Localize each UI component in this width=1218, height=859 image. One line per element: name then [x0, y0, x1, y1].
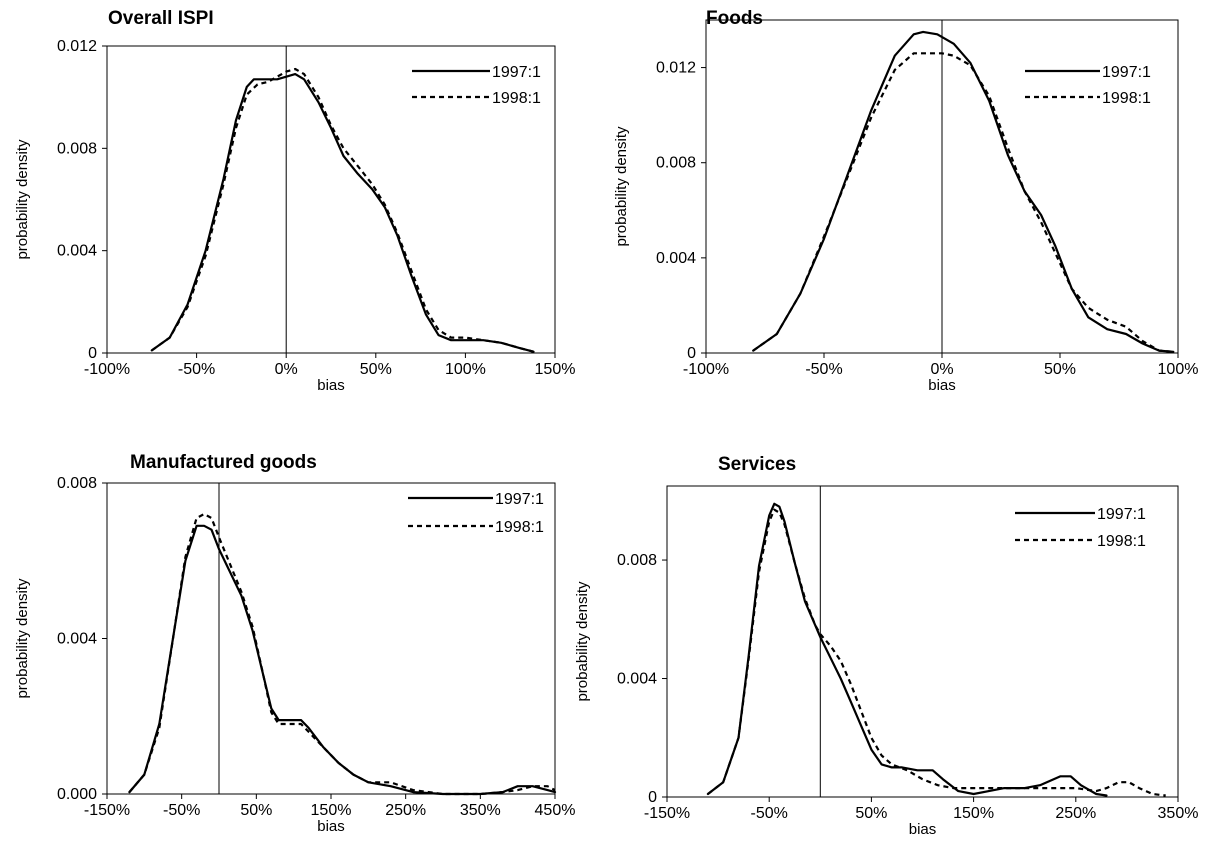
series-line-1997-1 — [706, 502, 1108, 797]
series-line-1998-1 — [752, 52, 1174, 353]
x-tick-label: 350% — [460, 802, 501, 819]
y-axis-label: probability density — [574, 581, 591, 702]
x-tick-label: 250% — [1055, 805, 1096, 822]
legend-label: 1997:1 — [492, 64, 541, 81]
y-tick-label: 0 — [687, 345, 696, 362]
y-tick-label: 0.004 — [656, 250, 696, 267]
x-tick-label: -50% — [163, 802, 200, 819]
x-tick-label: -150% — [644, 805, 690, 822]
legend-label: 1998:1 — [1097, 533, 1146, 550]
legend-label: 1997:1 — [495, 491, 544, 508]
x-tick-label: 50% — [855, 805, 887, 822]
x-tick-label: 0% — [275, 361, 298, 378]
legend-label: 1997:1 — [1102, 64, 1151, 81]
plot-frame — [106, 45, 556, 354]
x-tick-label: 150% — [535, 361, 576, 378]
y-tick-label: 0.004 — [617, 671, 657, 688]
y-axis-label: probability density — [613, 126, 630, 247]
x-tick-label: -100% — [683, 361, 729, 378]
series-line-1998-1 — [707, 508, 1166, 797]
x-tick-label: 50% — [360, 361, 392, 378]
subplot-4: Services 0 0.004 0.008 -150% -50% 50% 150% 250% 3… — [574, 454, 1198, 838]
y-tick-label: 0.008 — [617, 552, 657, 569]
subplot-2: Foods 0 0.004 0.008 0.012 -100% -50% 0% 50% 100% b… — [613, 8, 1198, 394]
x-tick-label: -50% — [178, 361, 215, 378]
x-tick-label: 50% — [1044, 361, 1076, 378]
x-tick-label: 50% — [240, 802, 272, 819]
y-tick-label: 0.000 — [57, 786, 97, 803]
x-tick-label: -50% — [805, 361, 842, 378]
x-tick-label: -150% — [84, 802, 130, 819]
y-axis-label: probability density — [14, 578, 31, 699]
x-axis-label: bias — [317, 377, 345, 394]
y-tick-label: 0.004 — [57, 243, 97, 260]
series-line-1998-1 — [151, 67, 534, 353]
x-tick-label: 450% — [535, 802, 576, 819]
legend-label: 1998:1 — [495, 519, 544, 536]
x-axis-label: bias — [909, 821, 937, 838]
x-axis-label: bias — [928, 377, 956, 394]
x-tick-label: 0% — [930, 361, 953, 378]
x-tick-label: 150% — [311, 802, 352, 819]
series-line-1997-1 — [150, 73, 535, 353]
plot-frame — [106, 482, 556, 795]
legend-label: 1998:1 — [1102, 90, 1151, 107]
y-tick-label: 0 — [648, 789, 657, 806]
x-tick-label: 250% — [385, 802, 426, 819]
x-axis-label: bias — [317, 818, 345, 835]
chart-title: Overall ISPI — [108, 8, 214, 29]
y-tick-label: 0.008 — [57, 140, 97, 157]
legend-label: 1997:1 — [1097, 506, 1146, 523]
y-tick-label: 0.008 — [57, 475, 97, 492]
series-line-1997-1 — [128, 524, 557, 796]
subplot-3: Manufactured goods 0.000 0.004 0.008 -150% -5… — [14, 452, 575, 835]
plot-frame — [666, 485, 1179, 798]
legend-label: 1998:1 — [492, 90, 541, 107]
y-tick-label: 0 — [88, 345, 97, 362]
subplot-1: Overall ISPI 0 0.004 0.008 0.012 -100% -50% 0% 5… — [14, 8, 575, 394]
x-tick-label: 150% — [953, 805, 994, 822]
x-tick-label: 100% — [1158, 361, 1199, 378]
x-tick-label: -50% — [751, 805, 788, 822]
x-tick-label: 100% — [445, 361, 486, 378]
chart-title: Services — [718, 454, 796, 475]
x-tick-label: -100% — [84, 361, 130, 378]
y-tick-label: 0.012 — [57, 38, 97, 55]
chart-title: Manufactured goods — [130, 452, 317, 473]
y-axis-label: probability density — [14, 139, 31, 260]
series-line-1998-1 — [128, 513, 556, 796]
y-tick-label: 0.004 — [57, 631, 97, 648]
y-tick-label: 0.008 — [656, 155, 696, 172]
y-tick-label: 0.012 — [656, 60, 696, 77]
x-tick-label: 350% — [1158, 805, 1199, 822]
chart-title: Foods — [706, 8, 763, 29]
